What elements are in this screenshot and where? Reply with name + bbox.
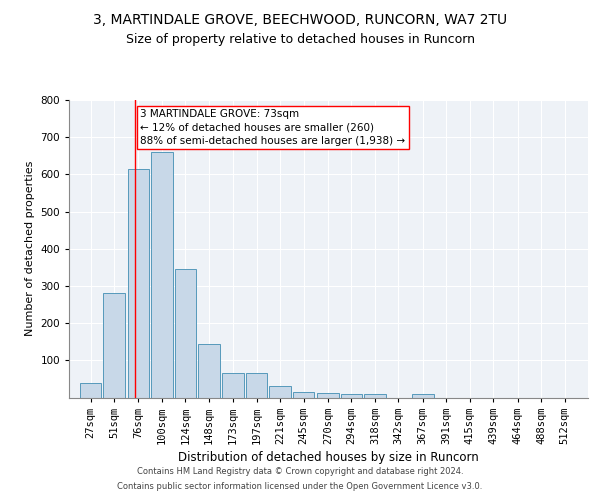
- Bar: [151, 152, 173, 398]
- Text: Size of property relative to detached houses in Runcorn: Size of property relative to detached ho…: [125, 32, 475, 46]
- Bar: [317, 393, 339, 398]
- X-axis label: Distribution of detached houses by size in Runcorn: Distribution of detached houses by size …: [178, 451, 479, 464]
- Bar: [246, 374, 268, 398]
- Text: 3, MARTINDALE GROVE, BEECHWOOD, RUNCORN, WA7 2TU: 3, MARTINDALE GROVE, BEECHWOOD, RUNCORN,…: [93, 12, 507, 26]
- Bar: [198, 344, 220, 398]
- Text: Contains HM Land Registry data © Crown copyright and database right 2024.: Contains HM Land Registry data © Crown c…: [137, 467, 463, 476]
- Bar: [128, 169, 149, 398]
- Bar: [80, 382, 101, 398]
- Bar: [103, 294, 125, 398]
- Text: Contains public sector information licensed under the Open Government Licence v3: Contains public sector information licen…: [118, 482, 482, 491]
- Bar: [223, 374, 244, 398]
- Bar: [364, 394, 386, 398]
- Y-axis label: Number of detached properties: Number of detached properties: [25, 161, 35, 336]
- Bar: [293, 392, 314, 398]
- Bar: [412, 394, 434, 398]
- Text: 3 MARTINDALE GROVE: 73sqm
← 12% of detached houses are smaller (260)
88% of semi: 3 MARTINDALE GROVE: 73sqm ← 12% of detac…: [140, 110, 406, 146]
- Bar: [269, 386, 291, 398]
- Bar: [175, 269, 196, 398]
- Bar: [341, 394, 362, 398]
